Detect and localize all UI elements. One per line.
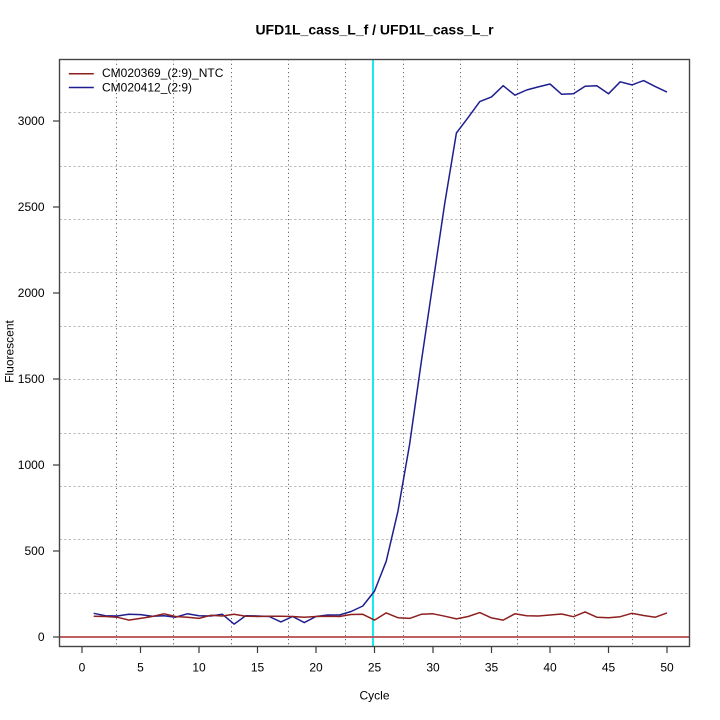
svg-text:Fluorescent: Fluorescent [3,319,17,382]
svg-text:2000: 2000 [18,286,45,300]
svg-text:0: 0 [79,661,86,675]
svg-text:Cycle: Cycle [359,689,389,703]
svg-text:UFD1L_cass_L_f / UFD1L_cass_L_: UFD1L_cass_L_f / UFD1L_cass_L_r [255,22,494,38]
svg-text:5: 5 [137,661,144,675]
svg-text:30: 30 [426,661,440,675]
svg-text:CM020412_(2:9): CM020412_(2:9) [102,80,192,94]
svg-text:35: 35 [485,661,499,675]
svg-text:2500: 2500 [18,200,45,214]
svg-text:10: 10 [192,661,206,675]
svg-text:25: 25 [368,661,382,675]
svg-text:0: 0 [38,630,45,644]
svg-text:500: 500 [24,544,44,558]
svg-text:50: 50 [660,661,674,675]
svg-text:40: 40 [543,661,557,675]
svg-text:1500: 1500 [18,372,45,386]
svg-text:20: 20 [309,661,323,675]
svg-text:1000: 1000 [18,458,45,472]
svg-text:CM020369_(2:9)_NTC: CM020369_(2:9)_NTC [102,66,224,80]
svg-text:45: 45 [602,661,616,675]
svg-text:3000: 3000 [18,114,45,128]
svg-text:15: 15 [251,661,265,675]
